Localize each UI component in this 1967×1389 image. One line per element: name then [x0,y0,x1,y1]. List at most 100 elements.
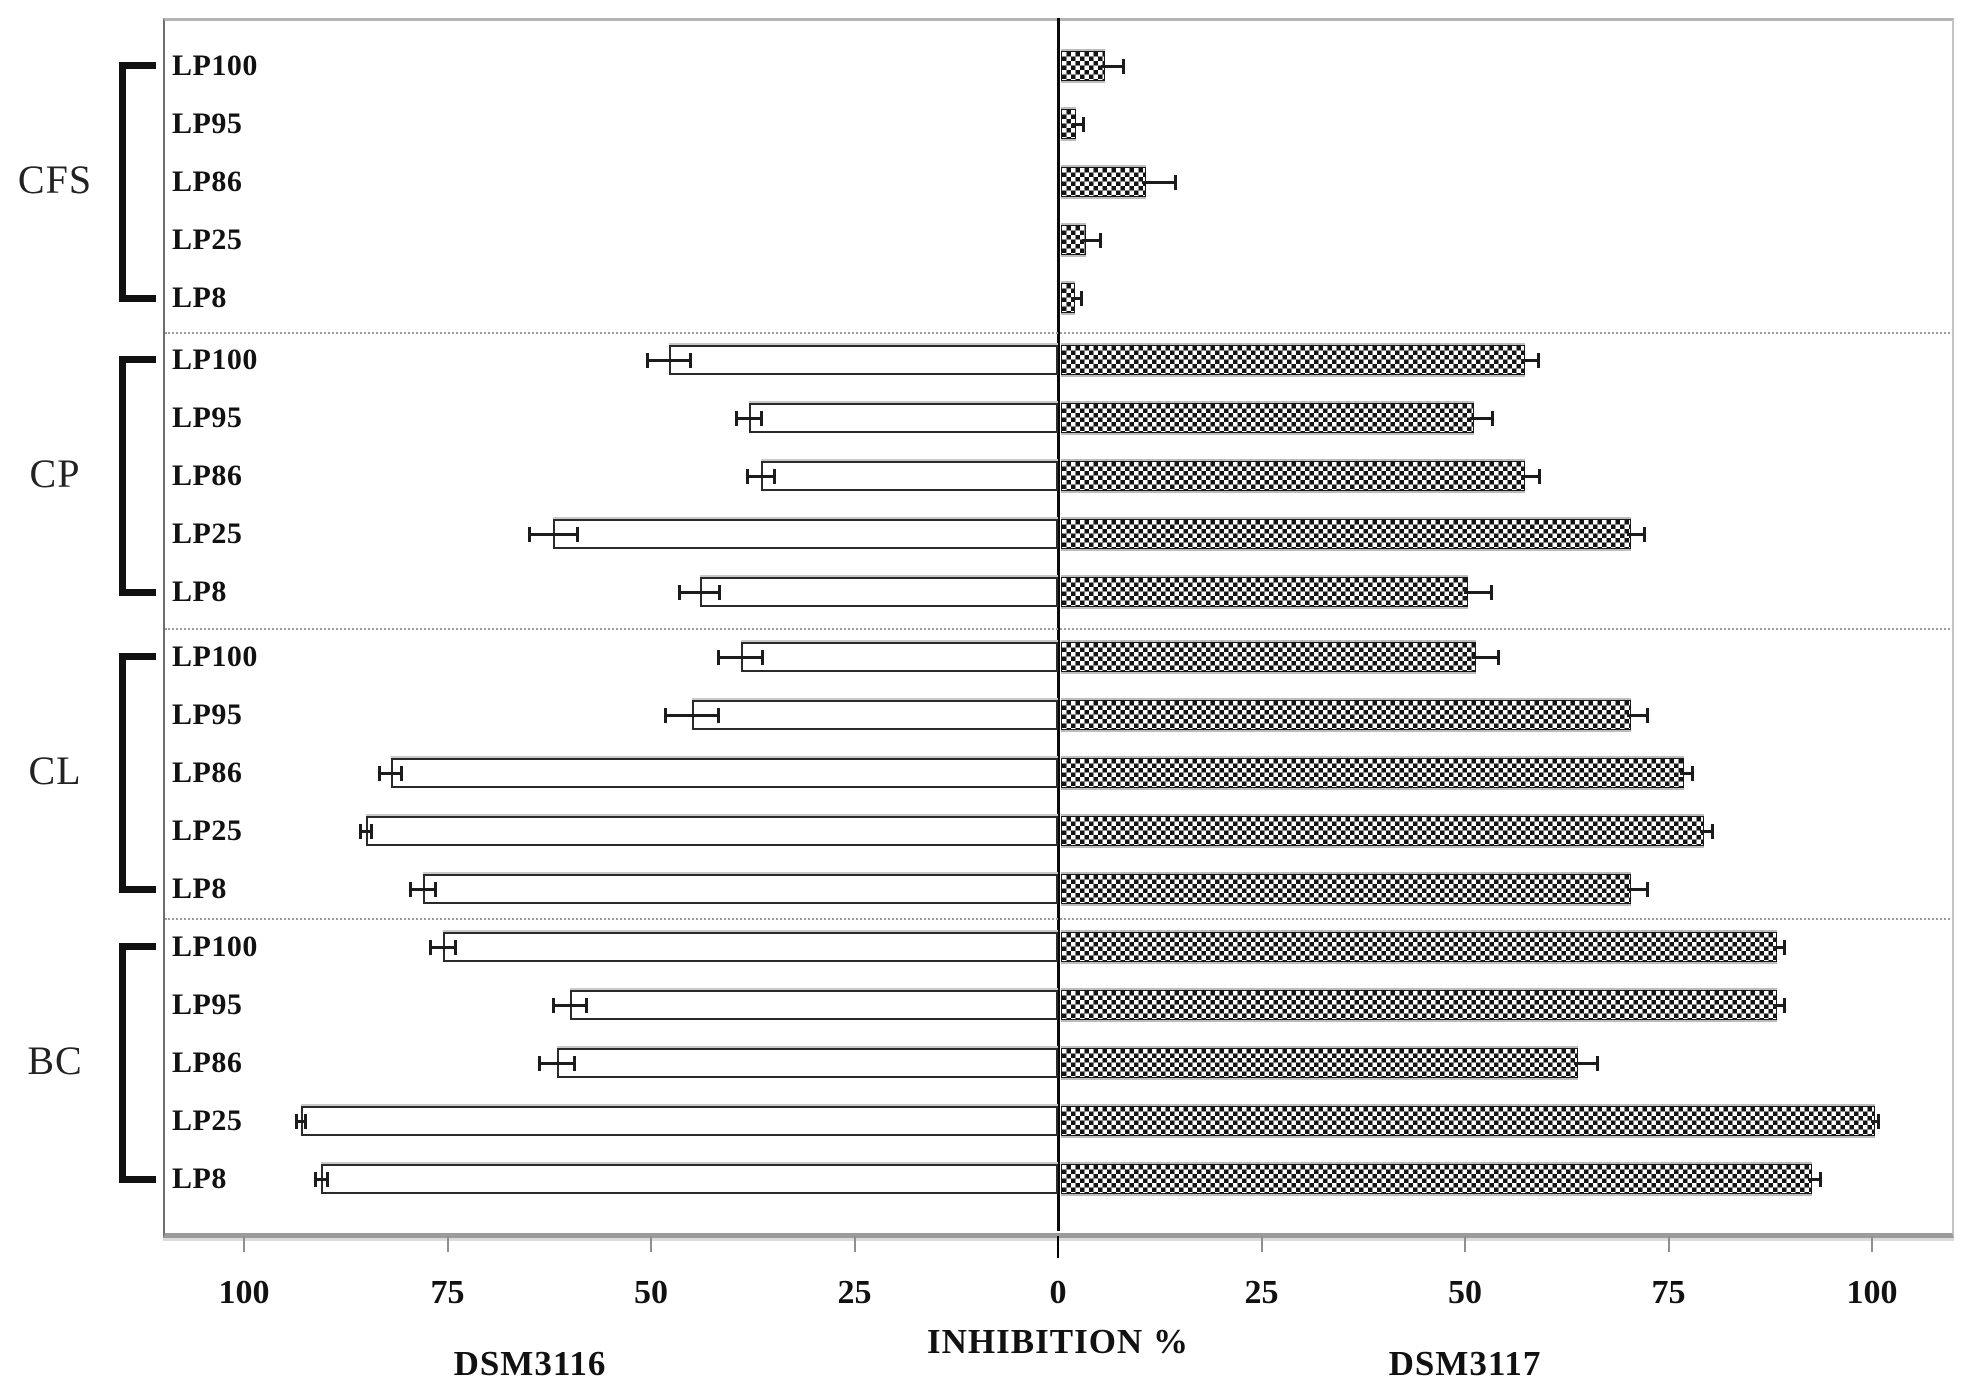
bar-dsm3117-bc-lp100 [1061,932,1778,962]
error-bar-dsm3117 [1626,713,1648,717]
x-axis-tick [1260,1236,1263,1252]
bar-dsm3116-cp-lp8 [699,577,1058,607]
error-bar-dsm3117 [1520,474,1539,478]
row-label-bc-lp100: LP100 [172,930,258,963]
row-label-cl-lp86: LP86 [172,756,243,789]
error-bar-dsm3117 [1100,64,1123,68]
group-separator-line [165,628,1950,630]
bar-dsm3117-cp-lp95 [1061,403,1474,433]
error-cap [1497,649,1501,665]
group-bracket-vertical [119,62,126,302]
error-cap [1099,232,1103,248]
error-cap [551,997,555,1013]
error-cap [378,765,382,781]
group-bracket-vertical [119,653,126,893]
error-bar-dsm3116 [717,655,764,659]
row-label-cl-lp100: LP100 [172,640,258,673]
error-cap [527,526,531,542]
bar-dsm3117-cfs-lp100 [1061,51,1105,81]
error-cap [1080,290,1084,306]
error-bar-dsm3117 [1700,829,1713,833]
row-label-bc-lp86: LP86 [172,1046,243,1079]
error-bar-dsm3117 [1142,180,1175,184]
error-bar-dsm3116 [747,474,775,478]
error-bar-dsm3116 [735,416,762,420]
error-cap [1690,765,1694,781]
error-bar-dsm3117 [1071,122,1083,126]
error-cap [772,468,776,484]
bar-dsm3116-cp-lp100 [668,345,1058,375]
error-cap [1537,468,1541,484]
bar-dsm3116-bc-lp25 [300,1106,1058,1136]
x-axis-tick [1057,1236,1059,1258]
row-label-cfs-lp25: LP25 [172,223,243,256]
row-label-bc-lp25: LP25 [172,1104,243,1137]
bar-dsm3116-cp-lp95 [748,403,1058,433]
x-axis-tick [446,1236,449,1252]
group-bracket-vertical [119,356,126,596]
error-bar-dsm3117 [1808,1177,1820,1181]
x-axis-tick-label: 25 [1244,1274,1279,1311]
group-label-cfs: CFS [17,157,93,202]
left-series-label: DSM3116 [453,1344,607,1383]
bar-dsm3116-cp-lp86 [760,461,1058,491]
group-label-cp: CP [29,451,81,496]
error-cap [359,823,363,839]
error-bar-dsm3117 [1626,887,1648,891]
bar-dsm3116-cl-lp25 [366,816,1058,846]
bar-dsm3116-cl-lp95 [691,700,1058,730]
group-bracket-top-stub [119,62,156,69]
x-axis-tick-label: 75 [1651,1274,1686,1311]
x-axis-tick-label: 100 [1846,1274,1898,1311]
error-cap [1782,997,1786,1013]
error-cap [1642,526,1646,542]
error-bar-dsm3117 [1871,1119,1879,1123]
bar-dsm3117-cp-lp86 [1061,461,1525,491]
error-cap [678,584,682,600]
row-label-cl-lp25: LP25 [172,814,243,847]
error-cap [1173,174,1177,190]
error-bar-dsm3116 [430,945,457,949]
error-cap [734,410,738,426]
bar-dsm3117-cfs-lp25 [1061,225,1087,255]
row-label-cfs-lp100: LP100 [172,49,258,82]
bar-dsm3117-cp-lp100 [1061,345,1525,375]
row-label-cl-lp8: LP8 [172,872,227,905]
error-cap [1646,881,1650,897]
error-bar-dsm3117 [1520,358,1538,362]
error-cap [1595,1055,1599,1071]
row-label-cl-lp95: LP95 [172,698,243,731]
bar-dsm3116-cl-lp8 [423,874,1058,904]
row-label-bc-lp95: LP95 [172,988,243,1021]
bar-dsm3117-cp-lp25 [1061,519,1631,549]
error-cap [303,1113,307,1129]
error-cap [399,765,403,781]
error-cap [409,881,413,897]
group-bracket-bottom-stub [119,886,156,893]
bar-dsm3117-cl-lp86 [1061,758,1684,788]
x-axis-tick-label: 0 [1049,1274,1067,1311]
x-axis-title: INHIBITION % [927,1322,1189,1361]
bar-dsm3116-bc-lp95 [569,990,1058,1020]
bar-dsm3117-bc-lp86 [1061,1048,1578,1078]
error-bar-dsm3117 [1472,655,1499,659]
error-cap [716,649,720,665]
error-bar-dsm3117 [1626,532,1644,536]
error-cap [716,707,720,723]
x-axis-tick-label: 50 [634,1274,668,1311]
row-label-cp-lp86: LP86 [172,459,243,492]
group-bracket-bottom-stub [119,589,156,596]
group-label-cl: CL [28,748,82,793]
error-bar-dsm3117 [1082,238,1101,242]
x-axis-tick-label: 100 [218,1274,270,1311]
error-cap [454,939,458,955]
bar-dsm3116-cl-lp86 [390,758,1058,788]
bar-dsm3117-bc-lp95 [1061,990,1778,1020]
error-bar-dsm3117 [1773,1003,1784,1007]
error-cap [295,1113,299,1129]
error-bar-dsm3116 [679,590,721,594]
error-cap [584,997,588,1013]
bar-dsm3117-cl-lp100 [1061,642,1477,672]
bar-dsm3117-cl-lp25 [1061,816,1705,846]
zero-axis-line [1057,18,1060,1231]
